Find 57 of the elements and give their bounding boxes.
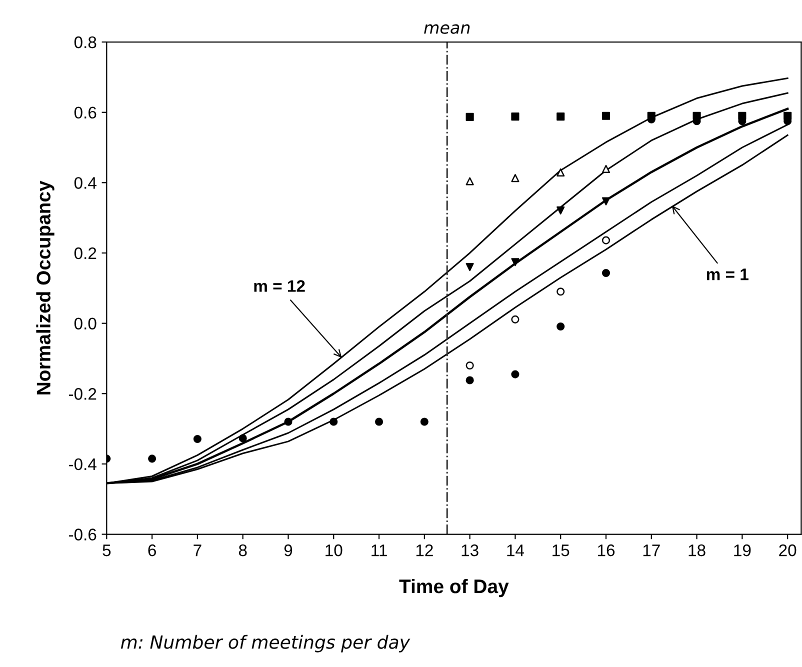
point bbox=[602, 197, 610, 206]
point bbox=[148, 454, 156, 463]
point bbox=[602, 164, 610, 173]
x-tick-label: 12 bbox=[416, 544, 433, 556]
point bbox=[466, 376, 474, 384]
point bbox=[511, 174, 520, 182]
point bbox=[556, 112, 565, 121]
x-tick-label: 17 bbox=[643, 544, 660, 556]
point bbox=[466, 112, 474, 121]
point bbox=[602, 269, 610, 278]
x-tick-label: 18 bbox=[688, 544, 706, 556]
x-tick-label: 16 bbox=[598, 544, 615, 556]
y-axis-title: Normalized Occupancy bbox=[36, 180, 54, 394]
x-tick-label: 11 bbox=[372, 544, 387, 556]
y-tick-label: -0.4 bbox=[68, 458, 96, 470]
x-tick-label: 19 bbox=[734, 544, 751, 556]
y-tick-label: 0.2 bbox=[74, 247, 96, 260]
point bbox=[602, 236, 610, 244]
point bbox=[466, 361, 474, 370]
x-tick-label: 8 bbox=[238, 544, 247, 556]
annotation: m = 12 bbox=[254, 280, 305, 292]
point bbox=[284, 418, 292, 426]
x-tick-label: 9 bbox=[284, 544, 292, 556]
ref-line-label: mean bbox=[424, 24, 470, 34]
point bbox=[330, 418, 338, 426]
point bbox=[238, 434, 247, 442]
y-tick-label: -0.6 bbox=[68, 528, 96, 540]
point bbox=[556, 206, 565, 214]
point bbox=[511, 258, 520, 266]
y-tick-label: 0.4 bbox=[74, 177, 96, 189]
point bbox=[511, 370, 520, 378]
y-tick-label: 0.8 bbox=[74, 36, 96, 48]
x-tick-label: 6 bbox=[148, 544, 156, 556]
point bbox=[420, 418, 428, 426]
annotation: m = 1 bbox=[706, 268, 748, 280]
point bbox=[556, 288, 565, 296]
point bbox=[602, 112, 610, 120]
point bbox=[193, 434, 202, 444]
x-tick-label: 5 bbox=[102, 544, 111, 556]
point bbox=[556, 322, 565, 330]
x-tick-label: 7 bbox=[194, 544, 202, 556]
point bbox=[511, 112, 520, 121]
x-tick-label: 20 bbox=[779, 544, 796, 556]
point bbox=[556, 168, 565, 176]
x-tick-label: 14 bbox=[507, 544, 524, 556]
point bbox=[511, 315, 520, 324]
x-tick-label: 15 bbox=[552, 544, 570, 556]
text: m: Number of meetings per day bbox=[120, 634, 410, 652]
point bbox=[466, 263, 474, 272]
x-tick-label: 13 bbox=[462, 544, 478, 556]
y-tick-label: 0.0 bbox=[74, 318, 96, 330]
y-tick-label: 0.6 bbox=[74, 106, 96, 119]
x-tick-label: 10 bbox=[326, 544, 342, 556]
point bbox=[466, 177, 474, 186]
y-tick-label: -0.2 bbox=[68, 388, 96, 400]
x-axis-title: Time of Day bbox=[399, 578, 509, 598]
point bbox=[375, 418, 384, 426]
